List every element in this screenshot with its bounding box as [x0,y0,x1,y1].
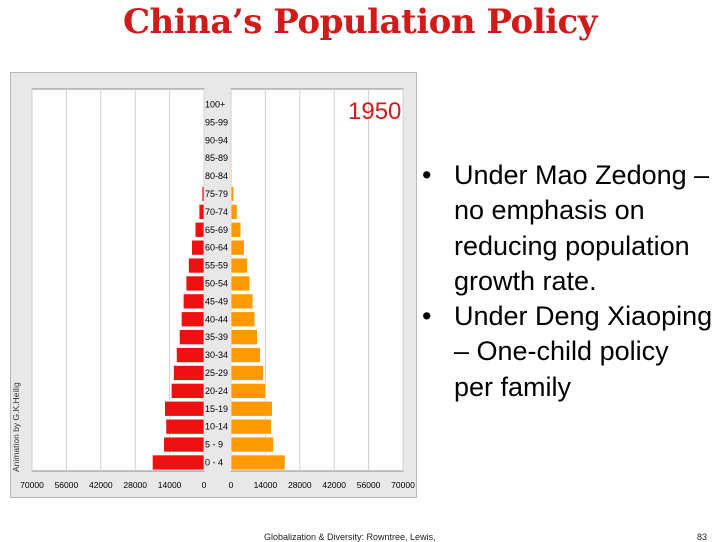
x-tick-label: 0 [229,480,234,490]
male-bar [198,204,205,220]
year-label: 1950 [348,98,401,125]
female-bar [230,239,245,256]
age-group-label: 15-19 [205,404,228,414]
male-bar [188,257,205,274]
female-bar [230,454,286,471]
age-group-label: 30-34 [205,350,228,360]
female-bar [230,347,261,363]
female-bar [230,311,256,328]
male-bar [171,383,205,399]
age-group-label: 65-69 [205,225,228,235]
age-group-label: 55-59 [205,261,228,271]
age-group-label: 35-39 [205,332,228,342]
female-bar [230,329,258,345]
x-tick-label: 28000 [123,480,147,490]
male-bar [201,186,205,202]
male-bar [202,168,205,184]
x-tick-label: 42000 [89,480,113,490]
age-group-label: 0 - 4 [205,457,223,467]
bullet-item: • Under Mao Zedong – no emphasis on reduc… [422,158,714,299]
female-bar [230,400,273,417]
age-group-label: 75-79 [205,189,228,199]
age-group-label: 10-14 [205,422,228,432]
bullet-text: Under Mao Zedong – no emphasis on reduci… [454,160,710,296]
x-tick-label: 14000 [158,480,182,490]
female-bar [230,436,274,453]
female-bar [230,275,251,292]
x-tick-label: 42000 [322,480,346,490]
x-tick-label: 14000 [254,480,278,490]
x-tick-label: 56000 [357,480,381,490]
bullet-marker: • [422,301,432,332]
male-bar [181,311,205,328]
slide-title: China’s Population Policy [122,2,598,42]
male-bar [194,222,205,238]
male-bar [173,365,205,381]
age-group-label: 45-49 [205,296,228,306]
x-tick-label: 0 [202,480,207,490]
female-bar [230,204,238,220]
age-group-label: 90-94 [205,135,228,145]
footer-text: Globalization & Diversity: Rowntree, Lew… [264,532,436,542]
female-bar [230,383,266,399]
x-tick-label: 70000 [391,480,415,490]
male-bar [179,329,205,345]
age-group-label: 5 - 9 [205,440,223,450]
age-group-label: 60-64 [205,243,228,253]
age-group-label: 20-24 [205,386,228,396]
male-bar [164,400,205,417]
male-bar [191,239,205,256]
female-bar [230,293,254,310]
female-bar [230,186,235,202]
x-tick-label: 70000 [20,480,44,490]
age-group-label: 95-99 [205,117,228,127]
page-number: 83 [697,532,708,542]
age-group-label: 80-84 [205,171,228,181]
male-bar [152,454,205,471]
age-group-label: 40-44 [205,314,228,324]
female-bar [230,222,242,238]
female-bar [230,257,248,274]
bullet-marker: • [422,160,432,190]
population-pyramid-svg: 100+ 95-99 90-94 85-89 80-84 75-79 70-74 65-69 6… [11,88,415,490]
female-bar [230,365,264,381]
female-bar [230,418,272,435]
bullet-text: Under Deng Xiaoping – One-child policy p… [454,301,713,402]
male-bar [165,418,205,435]
bullet-list: • Under Mao Zedong – no emphasis on reduc… [422,158,714,405]
age-group-label: 50-54 [205,278,228,288]
age-group-label: 70-74 [205,207,228,217]
x-tick-label: 28000 [288,480,312,490]
age-group-label: 100+ [205,99,225,109]
female-bar [230,168,233,184]
population-pyramid-chart: 100+ 95-99 90-94 85-89 80-84 75-79 70-74 65-69 6… [10,72,417,498]
male-bar [163,436,205,453]
x-tick-label: 56000 [55,480,79,490]
age-group-label: 85-89 [205,153,228,163]
male-bar [176,347,205,363]
bullet-item: • Under Deng Xiaoping – One-child policy … [422,299,714,405]
animation-credit: Animation by G.K.Heilig [11,382,21,472]
age-group-label: 25-29 [205,368,228,378]
male-bar [185,275,205,292]
male-bar [183,293,205,310]
